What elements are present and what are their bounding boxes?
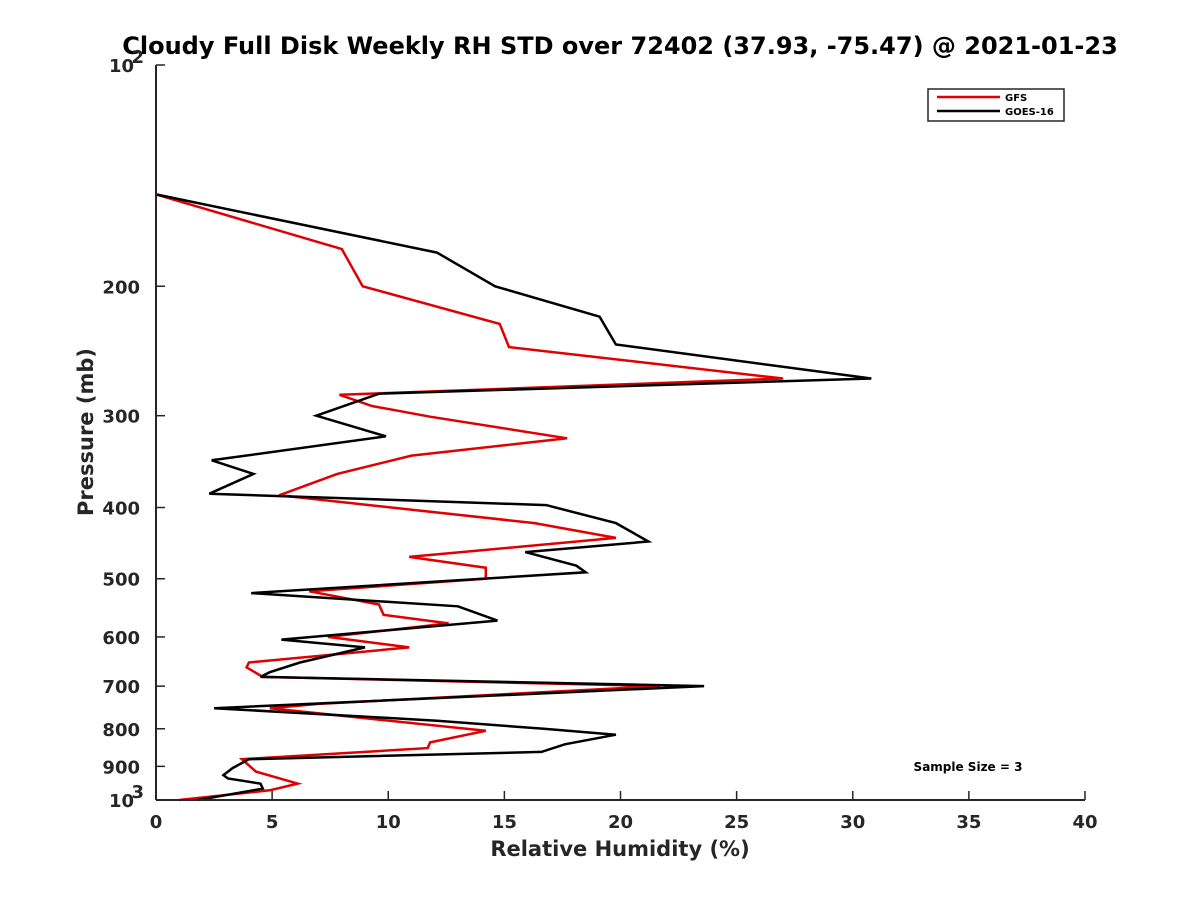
x-axis-ticks: 0 5 10 15 20 25 30 35 40 xyxy=(150,791,1098,833)
y-tick-label: 10 xyxy=(109,791,134,812)
y-tick-label: 900 xyxy=(102,757,140,778)
series-layer xyxy=(155,193,872,802)
x-tick-label: 10 xyxy=(376,812,401,833)
y-tick-exponent: 3 xyxy=(131,782,144,803)
y-tick-label: 500 xyxy=(102,570,140,591)
x-tick-label: 35 xyxy=(956,812,981,833)
legend-label-gfs: GFS xyxy=(1005,93,1027,104)
x-tick-label: 0 xyxy=(150,812,163,833)
y-tick-label: 600 xyxy=(102,628,140,649)
legend-box xyxy=(927,88,1065,122)
legend-label-goes16: GOES-16 xyxy=(1005,107,1054,118)
y-tick-label: 10 xyxy=(109,56,134,77)
y-tick-label: 200 xyxy=(102,277,140,298)
x-tick-label: 5 xyxy=(266,812,279,833)
x-tick-label: 20 xyxy=(608,812,633,833)
y-tick-label: 300 xyxy=(102,407,140,428)
y-tick-label: 400 xyxy=(102,499,140,520)
y-axis-label: Pressure (mb) xyxy=(74,348,98,516)
x-tick-label: 40 xyxy=(1072,812,1097,833)
x-axis-label: Relative Humidity (%) xyxy=(490,837,749,861)
y-tick-exponent: 2 xyxy=(131,47,144,68)
series-line-goes16 xyxy=(155,193,872,802)
chart-title: Cloudy Full Disk Weekly RH STD over 7240… xyxy=(122,32,1118,60)
legend: GFS GOES-16 xyxy=(927,88,1065,122)
x-tick-label: 30 xyxy=(840,812,865,833)
plot-area: 0 5 10 15 20 25 30 35 40 10220030040050060070080… xyxy=(102,47,1097,833)
sample-size-annotation: Sample Size = 3 xyxy=(914,760,1023,774)
x-tick-label: 15 xyxy=(492,812,517,833)
x-tick-label: 25 xyxy=(724,812,749,833)
y-tick-label: 700 xyxy=(102,677,140,698)
y-tick-label: 800 xyxy=(102,720,140,741)
